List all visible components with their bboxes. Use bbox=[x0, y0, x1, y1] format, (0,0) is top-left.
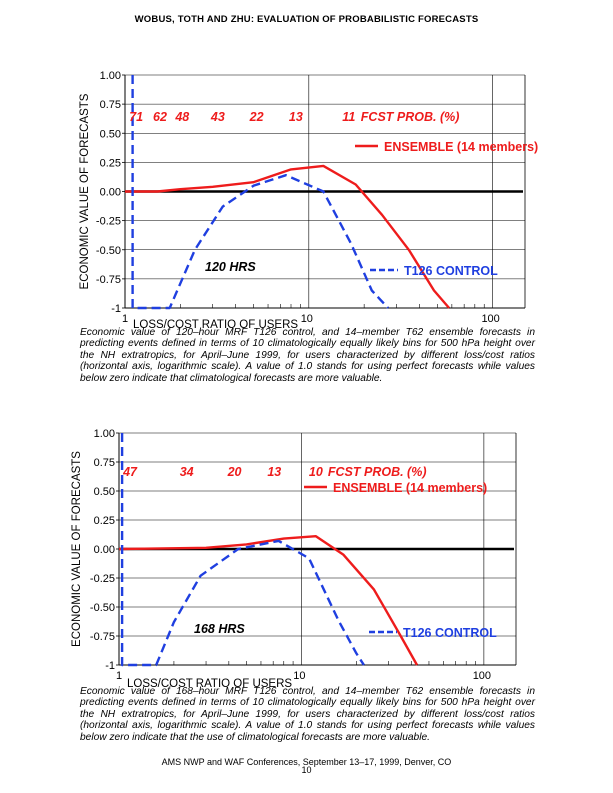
lead-time-label: 168 HRS bbox=[194, 622, 245, 636]
x-tick-label: 1 bbox=[116, 670, 122, 682]
probability-label: 71 bbox=[129, 110, 143, 124]
y-tick-label: 0.25 bbox=[94, 515, 115, 527]
chart-168hrs: 1.00 0.75 0.50 0.25 0.00 -0.25 -0.50 -0.75 -11 10… bbox=[71, 428, 517, 690]
running-header: WOBUS, TOTH AND ZHU: EVALUATION OF PROBA… bbox=[134, 14, 479, 25]
ensemble-series-line bbox=[125, 164, 451, 309]
legend-control-label: T126 CONTROL bbox=[403, 626, 497, 640]
probability-label: 20 bbox=[227, 465, 242, 479]
probability-label: 62 bbox=[153, 110, 167, 124]
control-series-line bbox=[131, 75, 389, 310]
y-tick-label: 0.50 bbox=[100, 128, 121, 140]
x-tick-label: 10 bbox=[301, 313, 313, 325]
probability-label: 34 bbox=[180, 465, 194, 479]
figure-caption-120hrs: Economic value of 120–hour MRF T126 cont… bbox=[80, 327, 535, 384]
y-tick-label: -1 bbox=[105, 660, 115, 672]
y-tick-label: 1.00 bbox=[94, 428, 115, 440]
probability-label: 13 bbox=[267, 465, 281, 479]
y-axis-label: ECONOMIC VALUE OF FORECASTS bbox=[71, 451, 83, 647]
figure-caption-168hrs: Economic value of 168–hour MRF T126 cont… bbox=[80, 686, 535, 743]
x-tick-label: 100 bbox=[481, 313, 499, 325]
y-tick-label: 0.50 bbox=[94, 486, 115, 498]
probability-label: 11 bbox=[342, 110, 355, 124]
probability-label: 13 bbox=[289, 110, 303, 124]
y-tick-label: -0.25 bbox=[90, 573, 115, 585]
probability-label: 22 bbox=[249, 110, 264, 124]
probability-label: 43 bbox=[210, 110, 225, 124]
legend-control-label: T126 CONTROL bbox=[404, 264, 498, 278]
x-axis-label: LOSS/COST RATIO OF USERS bbox=[127, 678, 292, 690]
ensemble-series-line bbox=[118, 534, 419, 666]
x-axis-label: LOSS/COST RATIO OF USERS bbox=[133, 319, 298, 331]
y-tick-label: -0.50 bbox=[96, 245, 121, 257]
lead-time-label: 120 HRS bbox=[205, 260, 256, 274]
conference-footer: AMS NWP and WAF Conferences, September 1… bbox=[161, 757, 452, 767]
y-tick-label: 0.75 bbox=[94, 457, 115, 469]
x-tick-label: 1 bbox=[122, 313, 128, 325]
y-tick-label: 1.00 bbox=[100, 70, 121, 82]
page-number: 10 bbox=[301, 765, 312, 775]
probability-label: 47 bbox=[122, 465, 138, 479]
y-tick-label: 0.00 bbox=[100, 187, 121, 199]
y-axis-label: ECONOMIC VALUE OF FORECASTS bbox=[79, 93, 91, 289]
probability-title: FCST PROB. (%) bbox=[328, 465, 427, 479]
y-tick-label: -0.75 bbox=[96, 274, 121, 286]
probability-title: FCST PROB. (%) bbox=[361, 110, 460, 124]
y-tick-label: -0.50 bbox=[90, 602, 115, 614]
y-tick-label: 0.25 bbox=[100, 157, 121, 169]
legend-ensemble-label: ENSEMBLE (14 members) bbox=[384, 140, 538, 154]
y-tick-label: -0.25 bbox=[96, 216, 121, 228]
x-tick-label: 10 bbox=[293, 670, 305, 682]
legend-ensemble-label: ENSEMBLE (14 members) bbox=[333, 481, 487, 495]
chart-120hrs: 1.00 0.75 0.50 0.25 0.00 -0.25 -0.50 -0.75 -11 10… bbox=[79, 70, 538, 331]
control-series-line bbox=[120, 433, 365, 667]
y-tick-label: 0.75 bbox=[100, 99, 121, 111]
probability-label: 48 bbox=[174, 110, 189, 124]
y-tick-label: -0.75 bbox=[90, 631, 115, 643]
y-tick-label: 0.00 bbox=[94, 544, 115, 556]
probability-label: 10 bbox=[309, 465, 323, 479]
x-tick-label: 100 bbox=[473, 670, 491, 682]
y-tick-label: -1 bbox=[111, 303, 121, 315]
